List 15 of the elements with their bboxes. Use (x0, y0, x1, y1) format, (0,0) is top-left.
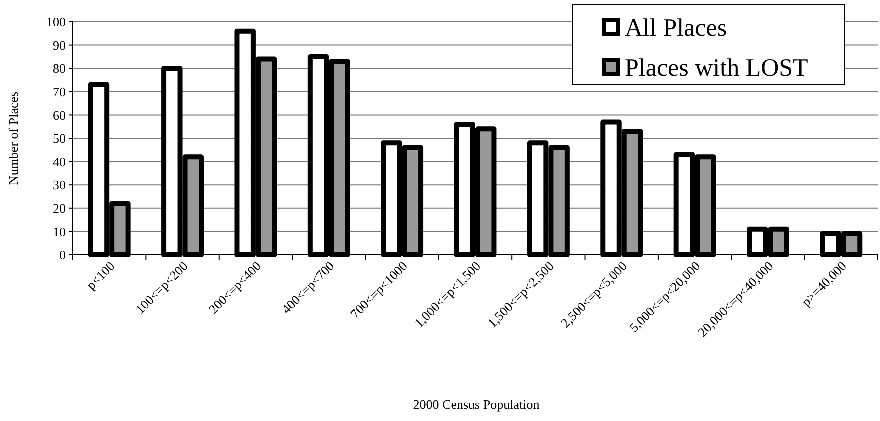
y-axis-title: Number of Places (6, 92, 21, 186)
legend-label: All Places (625, 14, 728, 42)
y-tick-label: 90 (53, 38, 66, 53)
x-axis-title: 2000 Census Population (413, 397, 540, 412)
y-tick-label: 50 (53, 131, 66, 146)
y-tick-label: 30 (53, 178, 66, 193)
y-tick-label: 40 (53, 154, 66, 170)
y-tick-label: 10 (53, 224, 66, 240)
y-tick-label: 60 (53, 108, 66, 123)
y-tick-label: 100 (46, 14, 66, 30)
y-tick-label: 0 (60, 248, 66, 263)
y-tick-label: 70 (53, 84, 66, 100)
y-tick-label: 80 (53, 61, 66, 76)
y-tick-label: 20 (53, 200, 66, 216)
legend-label: Places with LOST (625, 54, 808, 82)
